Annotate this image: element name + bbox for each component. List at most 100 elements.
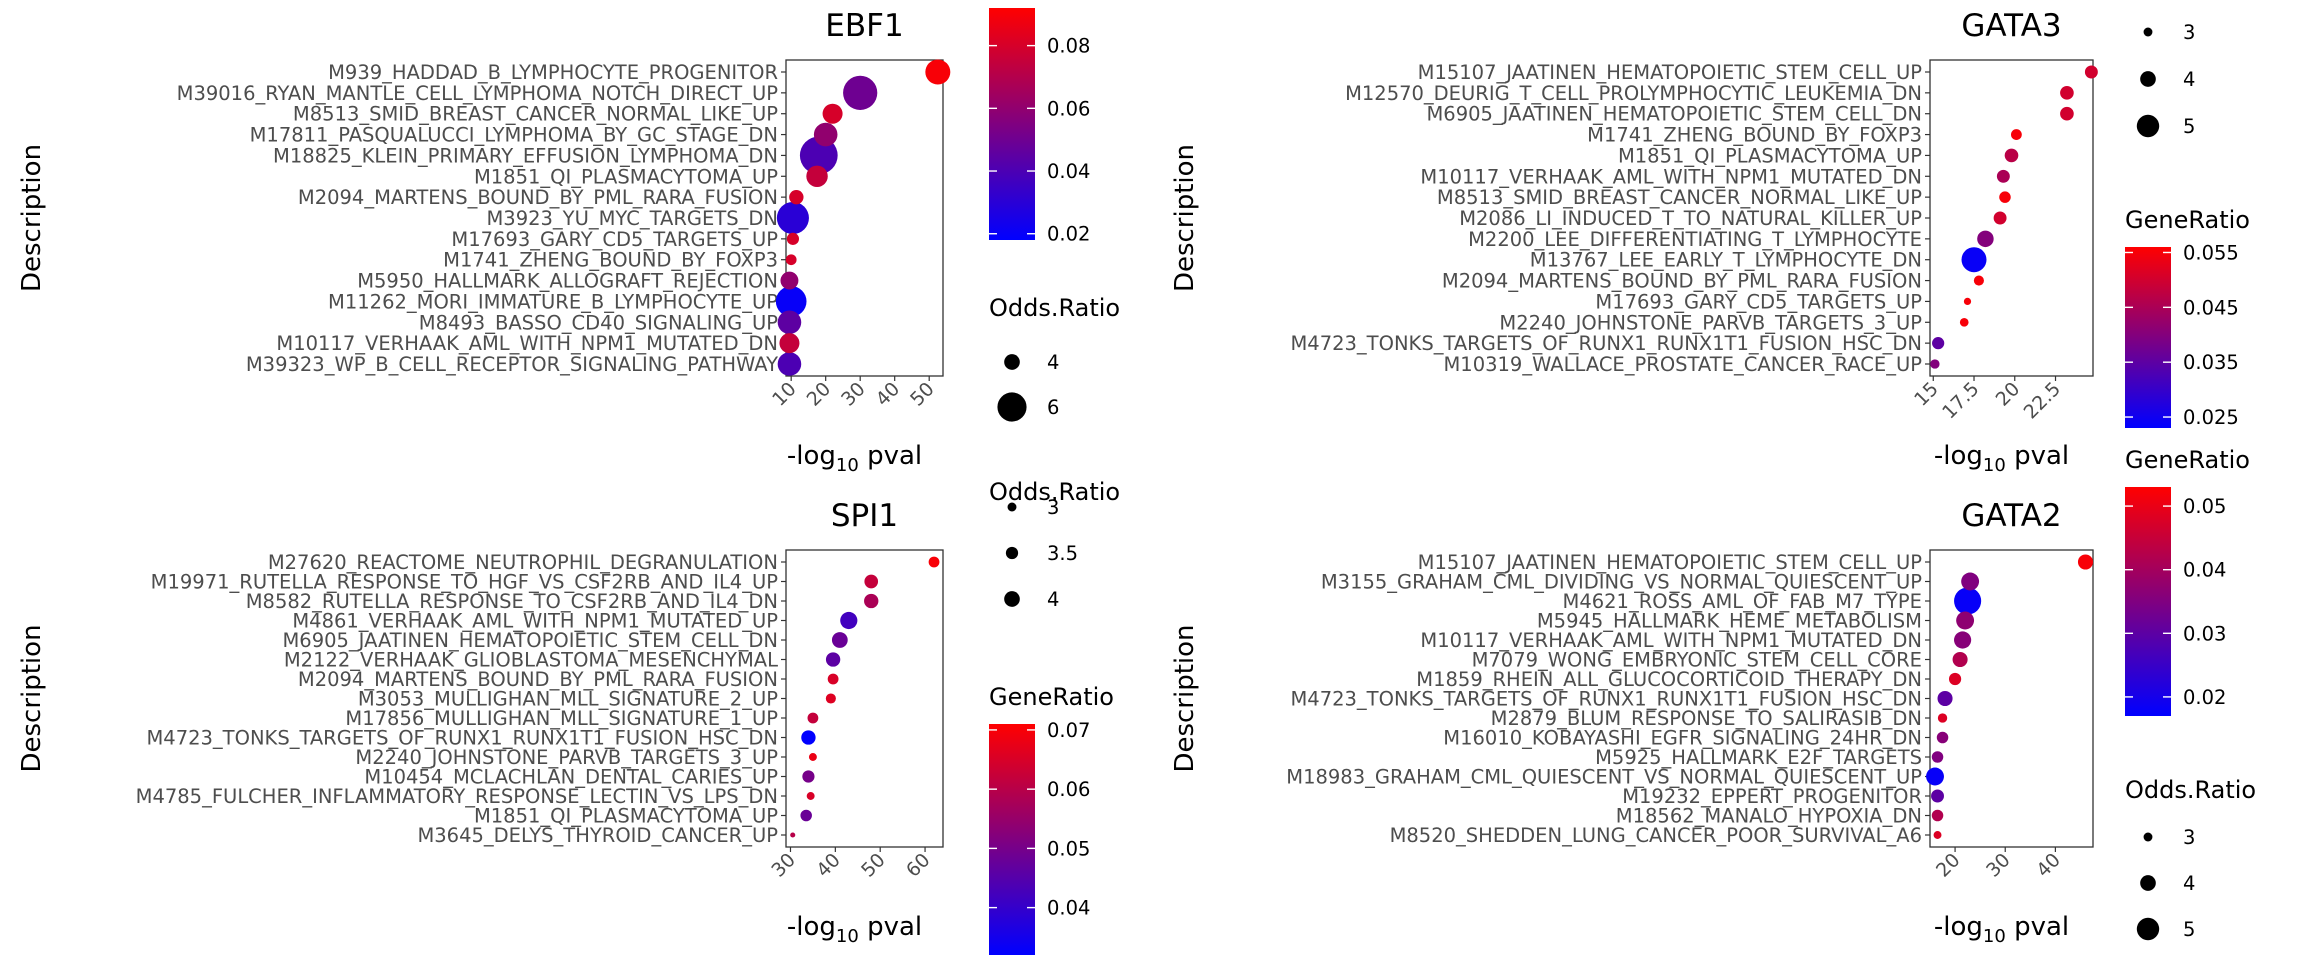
y-axis-label: Description	[1170, 624, 1200, 772]
data-point	[776, 201, 809, 235]
colorbar-title: GeneRatio	[989, 683, 1114, 711]
category-label: M2879_BLUM_RESPONSE_TO_SALIRASIB_DN	[1491, 707, 1922, 730]
category-label: M11262_MORI_IMMATURE_B_LYMPHOCYTE_UP	[328, 290, 778, 313]
size-legend-label: 3	[2183, 826, 2195, 849]
data-point	[864, 593, 879, 609]
size-legend-key	[2140, 875, 2156, 891]
category-label: M1741_ZHENG_BOUND_BY_FOXP3	[443, 249, 778, 272]
colorbar-tick-label: 0.07	[1047, 719, 1090, 742]
data-point	[840, 611, 858, 630]
colorbar-tick-label: 0.03	[2183, 622, 2226, 645]
category-label: M10454_MCLACHLAN_DENTAL_CARIES_UP	[364, 766, 778, 789]
data-point	[786, 232, 800, 245]
data-point	[780, 271, 799, 290]
data-point	[1999, 191, 2011, 203]
data-point	[802, 770, 815, 783]
data-point	[1933, 831, 1942, 839]
colorbar	[2125, 247, 2171, 428]
x-tick-label: 30	[837, 378, 870, 411]
category-label: M5945_HALLMARK_HEME_METABOLISM	[1537, 610, 1922, 633]
size-legend-key	[1005, 546, 1019, 560]
category-label: M13767_LEE_EARLY_T_LYMPHOCYTE_DN	[1530, 249, 1922, 272]
data-point	[1963, 297, 1972, 306]
colorbar-tick-label: 0.025	[2183, 406, 2239, 429]
size-legend-label: 3.5	[1047, 542, 1078, 565]
category-label: M10319_WALLACE_PROSTATE_CANCER_RACE_UP	[1443, 353, 1922, 376]
size-legend-key	[997, 392, 1027, 422]
x-axis-label: -log10 pval	[787, 441, 922, 476]
colorbar-tick-label: 0.06	[1047, 97, 1090, 120]
category-label: M17856_MULLIGHAN_MLL_SIGNATURE_1_UP	[345, 707, 778, 730]
data-point	[1993, 211, 2007, 225]
colorbar-tick-label: 0.04	[1047, 897, 1090, 920]
colorbar-tick-label: 0.02	[2183, 686, 2226, 709]
category-label: M1851_QI_PLASMACYTOMA_UP	[1618, 144, 1922, 167]
colorbar-tick-label: 0.04	[1047, 160, 1090, 183]
x-tick-label: 40	[2032, 849, 2065, 882]
data-point	[806, 792, 815, 800]
data-point	[813, 122, 838, 147]
size-legend-key	[2140, 71, 2156, 87]
category-label: M2094_MARTENS_BOUND_BY_PML_RARA_FUSION	[298, 186, 778, 209]
size-legend-title: Odds.Ratio	[2125, 776, 2256, 804]
data-point	[1931, 809, 1944, 822]
category-label: M15107_JAATINEN_HEMATOPOIETIC_STEM_CELL_…	[1418, 61, 1923, 84]
data-point	[807, 712, 819, 724]
category-label: M2200_LEE_DIFFERENTIATING_T_LYMPHOCYTE	[1468, 228, 1922, 251]
category-label: M4785_FULCHER_INFLAMMATORY_RESPONSE_LECT…	[136, 785, 778, 808]
category-label: M12570_DEURIG_T_CELL_PROLYMPHOCYTIC_LEUK…	[1345, 82, 1922, 105]
category-label: M5925_HALLMARK_E2F_TARGETS	[1595, 746, 1922, 769]
colorbar	[2125, 487, 2171, 716]
y-axis-label: Description	[17, 144, 47, 292]
data-point	[2010, 129, 2022, 140]
category-label: M939_HADDAD_B_LYMPHOCYTE_PROGENITOR	[328, 61, 778, 84]
colorbar-tick-label: 0.05	[1047, 837, 1090, 860]
colorbar-tick-label: 0.035	[2183, 351, 2239, 374]
size-legend-title: Odds.Ratio	[989, 294, 1120, 322]
size-legend-label: 5	[2183, 918, 2195, 941]
category-label: M10117_VERHAAK_AML_WITH_NPM1_MUTATED_DN	[276, 332, 778, 355]
colorbar-title: GeneRatio	[2125, 446, 2250, 474]
category-label: M1851_QI_PLASMACYTOMA_UP	[474, 805, 778, 828]
colorbar-tick-label: 0.02	[1047, 223, 1090, 246]
x-tick-label: 30	[767, 849, 800, 882]
size-legend-label: 3	[2183, 21, 2195, 44]
panel-gata2: GATA2 Description M15107_JAATINEN_HEMATOPO…	[1170, 446, 2256, 947]
category-label: M4723_TONKS_TARGETS_OF_RUNX1_RUNX1T1_FUS…	[1290, 688, 1922, 711]
colorbar-tick-label: 0.06	[1047, 778, 1090, 801]
category-label: M8520_SHEDDEN_LUNG_CANCER_POOR_SURVIVAL_…	[1390, 824, 1922, 847]
x-tick-label: 10	[768, 378, 801, 411]
size-legend-key	[2143, 832, 2153, 842]
category-label: M8513_SMID_BREAST_CANCER_NORMAL_LIKE_UP	[1437, 186, 1922, 209]
data-point	[1956, 611, 1975, 630]
category-label: M1741_ZHENG_BOUND_BY_FOXP3	[1587, 124, 1922, 147]
category-label: M3645_DELYS_THYROID_CANCER_UP	[417, 824, 778, 847]
data-point	[1930, 359, 1940, 369]
size-legend-label: 4	[1047, 351, 1059, 374]
data-point	[864, 574, 879, 589]
data-point	[777, 352, 802, 376]
category-label: M17693_GARY_CD5_TARGETS_UP	[451, 228, 778, 251]
category-label: M1851_QI_PLASMACYTOMA_UP	[474, 165, 778, 188]
data-point	[1973, 275, 1984, 286]
data-point	[1959, 317, 1969, 327]
data-point	[1932, 337, 1945, 350]
data-point	[806, 165, 828, 188]
x-tick-label: 15	[1910, 378, 1943, 411]
y-axis-label: Description	[1170, 144, 1200, 292]
colorbar-tick-label: 0.04	[2183, 559, 2226, 582]
x-tick-label: 40	[812, 849, 845, 882]
category-label: M3923_YU_MYC_TARGETS_DN	[486, 207, 778, 230]
size-legend-label: 4	[2183, 68, 2195, 91]
panel-title: SPI1	[831, 498, 898, 534]
data-point	[1961, 247, 1987, 273]
y-axis-label: Description	[17, 624, 47, 772]
data-point	[1937, 713, 1948, 723]
panel-title: GATA2	[1961, 498, 2061, 534]
category-label: M4723_TONKS_TARGETS_OF_RUNX1_RUNX1T1_FUS…	[146, 727, 778, 750]
colorbar-tick-label: 0.08	[1047, 35, 1090, 58]
colorbar	[989, 8, 1035, 240]
category-label: M6905_JAATINEN_HEMATOPOIETIC_STEM_CELL_D…	[1426, 103, 1922, 126]
data-point	[1931, 751, 1944, 763]
data-point	[831, 632, 848, 648]
